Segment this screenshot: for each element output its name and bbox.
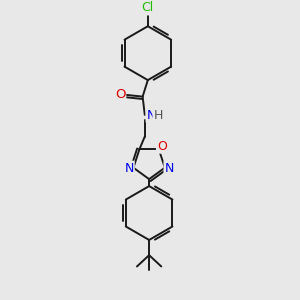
Text: O: O [157,140,167,153]
Text: O: O [115,88,125,101]
Text: H: H [154,109,163,122]
Text: N: N [124,162,134,175]
Text: N: N [146,109,156,122]
Text: N: N [164,162,174,175]
Text: Cl: Cl [142,2,154,14]
